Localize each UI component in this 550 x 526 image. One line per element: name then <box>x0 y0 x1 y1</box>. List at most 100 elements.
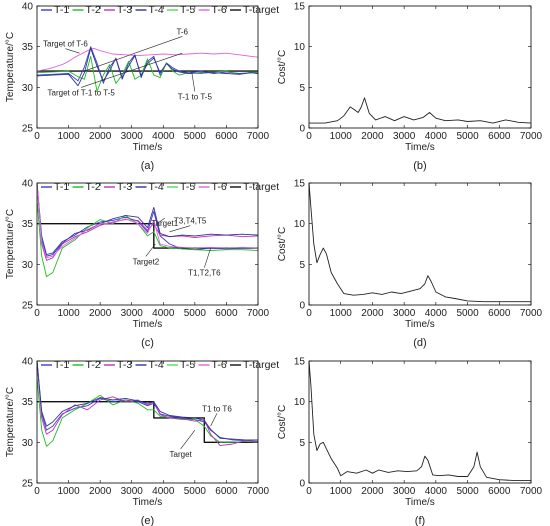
y-tick-label: 5 <box>299 260 305 271</box>
x-tick-label: 6000 <box>488 308 511 319</box>
y-axis-label: Temperature/°C <box>5 387 16 457</box>
x-axis-label: Time/s <box>405 497 435 508</box>
y-tick-label: 25 <box>22 479 34 490</box>
y-tick-label: 15 <box>294 2 306 13</box>
series-line-t-1 <box>37 183 258 256</box>
annotation-pointer <box>156 217 166 224</box>
annotation-label: T-6 <box>176 27 188 36</box>
y-tick-label: 30 <box>22 438 34 449</box>
legend-label: T-5 <box>180 4 195 16</box>
panel-c: 0 1000 2000 3000 4000 5000 6000 7000 25 30 35 40 Tim… <box>5 179 279 350</box>
y-tick-label: 10 <box>294 397 306 408</box>
y-tick-label: 40 <box>22 357 34 368</box>
panel-caption: (a) <box>141 160 154 172</box>
y-tick-label: 40 <box>22 2 34 13</box>
y-tick-label: 30 <box>22 83 34 94</box>
x-tick-label: 1000 <box>57 308 80 319</box>
annotation-pointer <box>81 52 183 88</box>
x-tick-label: 1000 <box>330 308 353 319</box>
y-tick-label: 0 <box>299 124 305 135</box>
plot-frame <box>308 182 532 306</box>
x-tick-label: 3000 <box>393 131 416 142</box>
y-tick-label: 0 <box>299 479 305 490</box>
x-tick-label: 3000 <box>121 131 144 142</box>
x-tick-label: 1000 <box>330 486 353 497</box>
legend-label: T-target <box>243 181 279 193</box>
annotation-pointer <box>204 247 211 268</box>
x-tick-label: 5000 <box>456 131 479 142</box>
x-tick-label: 5000 <box>184 308 207 319</box>
annotation-pointer <box>84 36 183 72</box>
x-tick-label: 0 <box>306 308 312 319</box>
legend-label: T-5 <box>180 181 195 193</box>
y-tick-label: 35 <box>22 219 34 230</box>
annotation-label: Target of T-1 to T-5 <box>48 88 116 97</box>
x-tick-label: 0 <box>306 486 312 497</box>
x-tick-label: 5000 <box>184 131 207 142</box>
annotation-pointer <box>180 429 196 450</box>
legend-label: T-4 <box>149 181 164 193</box>
series-line-cost <box>309 97 531 124</box>
x-axis-label: Time/s <box>133 497 163 508</box>
annotation-label: Target2 <box>133 257 160 266</box>
y-axis-label: Cost/°C <box>277 405 288 440</box>
legend-label: T-1 <box>54 4 69 16</box>
legend-label: T-1 <box>54 181 69 193</box>
plot-frame <box>36 360 259 484</box>
series-line-t-1 <box>37 361 258 442</box>
panel-caption: (c) <box>141 337 154 349</box>
series-line-t-4 <box>37 47 258 87</box>
x-tick-label: 2000 <box>361 131 384 142</box>
panel-d: 0 1000 2000 3000 4000 5000 6000 7000 0 5 10 15 Time/… <box>277 179 543 350</box>
x-tick-label: 6000 <box>488 486 511 497</box>
x-tick-label: 2000 <box>361 486 384 497</box>
legend-label: T-1 <box>54 359 69 371</box>
x-tick-label: 3000 <box>121 486 144 497</box>
x-tick-label: 0 <box>34 308 40 319</box>
plot-frame <box>36 182 259 306</box>
series-group <box>309 97 531 124</box>
panel-caption: (d) <box>413 337 426 349</box>
annotation-label: T1,T2,T6 <box>188 269 221 278</box>
legend-label: T-target <box>243 359 279 371</box>
y-tick-label: 35 <box>22 42 34 53</box>
x-tick-label: 4000 <box>425 308 448 319</box>
series-group <box>37 361 258 447</box>
x-tick-label: 7000 <box>520 308 543 319</box>
y-tick-label: 10 <box>294 42 306 53</box>
panel-caption: (f) <box>415 515 425 526</box>
x-tick-label: 3000 <box>393 308 416 319</box>
legend: T-1 T-2 T-3 T-4 T-5 T-6 T-target <box>41 359 279 371</box>
x-axis-label: Time/s <box>133 319 163 330</box>
series-line-t-6 <box>37 183 258 259</box>
x-tick-label: 6000 <box>215 308 238 319</box>
x-axis-label: Time/s <box>405 142 435 153</box>
series-line-cost <box>309 183 531 303</box>
x-axis-label: Time/s <box>405 319 435 330</box>
x-tick-label: 1000 <box>330 131 353 142</box>
annotation-pointer <box>210 413 218 427</box>
y-axis-label: Temperature/°C <box>5 209 16 279</box>
legend-label: T-6 <box>212 359 227 371</box>
x-tick-label: 2000 <box>89 486 112 497</box>
x-tick-label: 1000 <box>57 486 80 497</box>
x-tick-label: 7000 <box>520 131 543 142</box>
series-group <box>37 46 258 92</box>
panel-caption: (e) <box>141 515 154 526</box>
panel-a: 0 1000 2000 3000 4000 5000 6000 7000 25 30 35 40 Tim… <box>5 2 279 173</box>
series-line-t-3 <box>37 361 258 447</box>
series-line-t-4 <box>37 361 258 441</box>
annotation-pointer <box>169 225 191 233</box>
y-tick-label: 5 <box>299 438 305 449</box>
series-group <box>37 183 258 277</box>
y-tick-label: 25 <box>22 124 34 135</box>
series-line-cost <box>309 361 531 482</box>
annotation-label: Target <box>170 450 193 459</box>
panel-caption: (b) <box>413 160 426 172</box>
legend-label: T-target <box>243 4 279 16</box>
x-tick-label: 0 <box>34 486 40 497</box>
annotations: T1 to T6 Target <box>170 404 233 459</box>
annotation-pointer <box>191 71 196 92</box>
